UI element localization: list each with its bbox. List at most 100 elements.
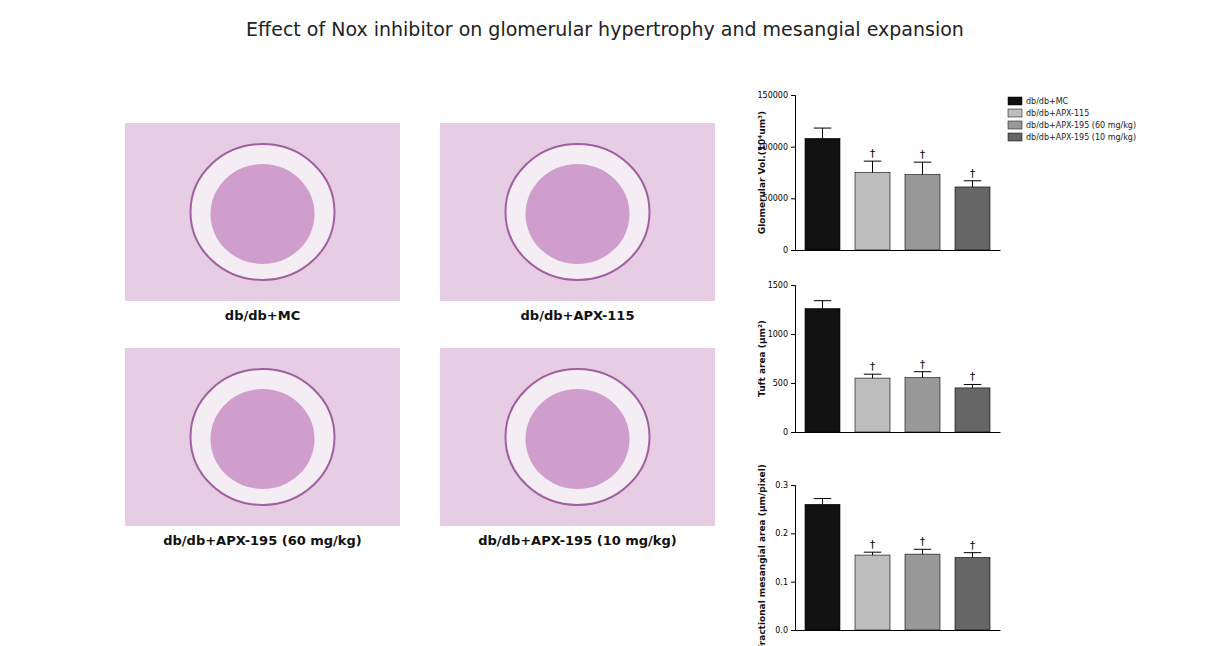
bar — [855, 173, 890, 251]
error-bar-cap — [964, 384, 982, 385]
error-bar-stem — [822, 499, 823, 505]
y-tick-label: 1500 — [768, 281, 788, 290]
panel-caption: db/db+APX-195 (60 mg/kg) — [163, 533, 362, 548]
plot-area — [805, 301, 990, 432]
panel-caption: db/db+MC — [225, 308, 300, 323]
y-tick-mark — [791, 630, 795, 631]
bar — [905, 378, 940, 432]
y-tick-label: 0.1 — [775, 578, 788, 587]
error-bar-cap — [814, 300, 832, 301]
bar-chart: 0 500 1000 1500 Tuft area (μm²) † † † — [757, 281, 1001, 437]
micrograph — [125, 123, 400, 301]
y-tick-mark — [791, 383, 795, 384]
glomerulus-tuft — [526, 164, 630, 264]
legend-swatch — [1008, 109, 1022, 117]
glomerulus-capsule — [191, 144, 335, 280]
error-bar-cap — [964, 552, 982, 553]
glomerulus-capsule — [506, 369, 650, 505]
y-tick: 0.2 — [775, 529, 795, 538]
error-bar — [964, 384, 982, 387]
error-bar — [814, 128, 832, 138]
bar — [905, 554, 940, 630]
significance-mark: † — [970, 167, 976, 180]
glomerulus-tuft — [211, 389, 315, 489]
legend-label: db/db+MC — [1026, 97, 1069, 106]
significance-mark: † — [870, 147, 876, 160]
error-bar-stem — [922, 549, 923, 554]
micrograph-bg — [125, 123, 400, 301]
y-tick-label: 500 — [773, 379, 788, 388]
x-axis-line — [796, 250, 1001, 251]
bar — [805, 504, 840, 630]
error-bar — [914, 549, 932, 554]
title: Effect of Nox inhibitor on glomerular hy… — [246, 18, 964, 40]
y-tick-mark — [791, 533, 795, 534]
y-axis-title: Glomerular Vol.(10⁴um³) — [757, 111, 767, 234]
glomerulus-tuft — [211, 164, 315, 264]
significance-mark: † — [870, 360, 876, 373]
bar — [905, 175, 940, 250]
x-axis-line — [796, 630, 1001, 631]
legend-entry: db/db+APX-195 (60 mg/kg) — [1008, 121, 1136, 130]
y-tick-mark — [791, 582, 795, 583]
error-bar-cap — [814, 498, 832, 499]
y-tick-label: 1000 — [768, 330, 788, 339]
y-tick: 0.1 — [775, 578, 795, 587]
y-axis-title: Fractional mesangial area (μm/pixel) — [757, 464, 767, 646]
y-tick-mark — [791, 485, 795, 486]
y-tick: 0 — [783, 428, 795, 437]
error-bar — [864, 552, 882, 555]
y-tick: 0.0 — [775, 626, 795, 635]
bar — [955, 388, 990, 432]
micrograph-bg — [440, 123, 715, 301]
error-bar — [914, 372, 932, 378]
bar-chart: 050000100000150000Glomerular Vol.(10⁴um³… — [757, 91, 1136, 255]
bar — [955, 187, 990, 250]
y-tick-mark — [791, 198, 795, 199]
error-bar-stem — [922, 372, 923, 378]
significance-mark: † — [970, 370, 976, 383]
bar — [955, 558, 990, 631]
y-tick-mark — [791, 334, 795, 335]
figure: Effect of Nox inhibitor on glomerular hy… — [0, 0, 1210, 646]
error-bar-stem — [922, 162, 923, 174]
x-axis-line — [796, 432, 1001, 433]
y-axis-line — [791, 286, 796, 433]
legend-swatch — [1008, 97, 1022, 105]
legend-label: db/db+APX-115 — [1026, 109, 1089, 118]
significance-mark: † — [920, 358, 926, 371]
y-tick: 0 — [783, 246, 795, 255]
y-axis-title: Tuft area (μm²) — [757, 320, 767, 397]
error-bar-stem — [822, 128, 823, 138]
y-tick-label: 0 — [783, 246, 788, 255]
error-bar-stem — [972, 553, 973, 558]
micrograph — [440, 123, 715, 301]
error-bar-cap — [864, 374, 882, 375]
y-axis-line — [791, 96, 796, 251]
y-tick-mark — [791, 250, 795, 251]
legend-entry: db/db+APX-115 — [1008, 109, 1089, 118]
error-bar-stem — [822, 301, 823, 309]
legend-swatch — [1008, 133, 1022, 141]
error-bar — [814, 499, 832, 505]
error-bar-stem — [872, 161, 873, 172]
bar — [805, 309, 840, 432]
micrograph — [125, 348, 400, 526]
y-axis-line — [791, 486, 796, 631]
error-bar-cap — [814, 128, 832, 129]
y-tick-mark — [791, 432, 795, 433]
error-bar-cap — [914, 549, 932, 550]
legend: db/db+MC db/db+APX-115 db/db+APX-195 (60 m… — [1008, 97, 1136, 142]
error-bar — [864, 374, 882, 378]
y-tick-label: 150000 — [757, 91, 788, 100]
y-axis: 0.00.10.20.3 — [775, 481, 795, 635]
legend-swatch — [1008, 121, 1022, 129]
panel-caption: db/db+APX-115 — [521, 308, 635, 323]
error-bar — [914, 162, 932, 174]
error-bar-stem — [972, 181, 973, 187]
y-tick-mark — [791, 285, 795, 286]
error-bar-cap — [914, 371, 932, 372]
y-tick-label: 0 — [783, 428, 788, 437]
error-bar — [964, 181, 982, 187]
micrograph-bg — [125, 348, 400, 526]
